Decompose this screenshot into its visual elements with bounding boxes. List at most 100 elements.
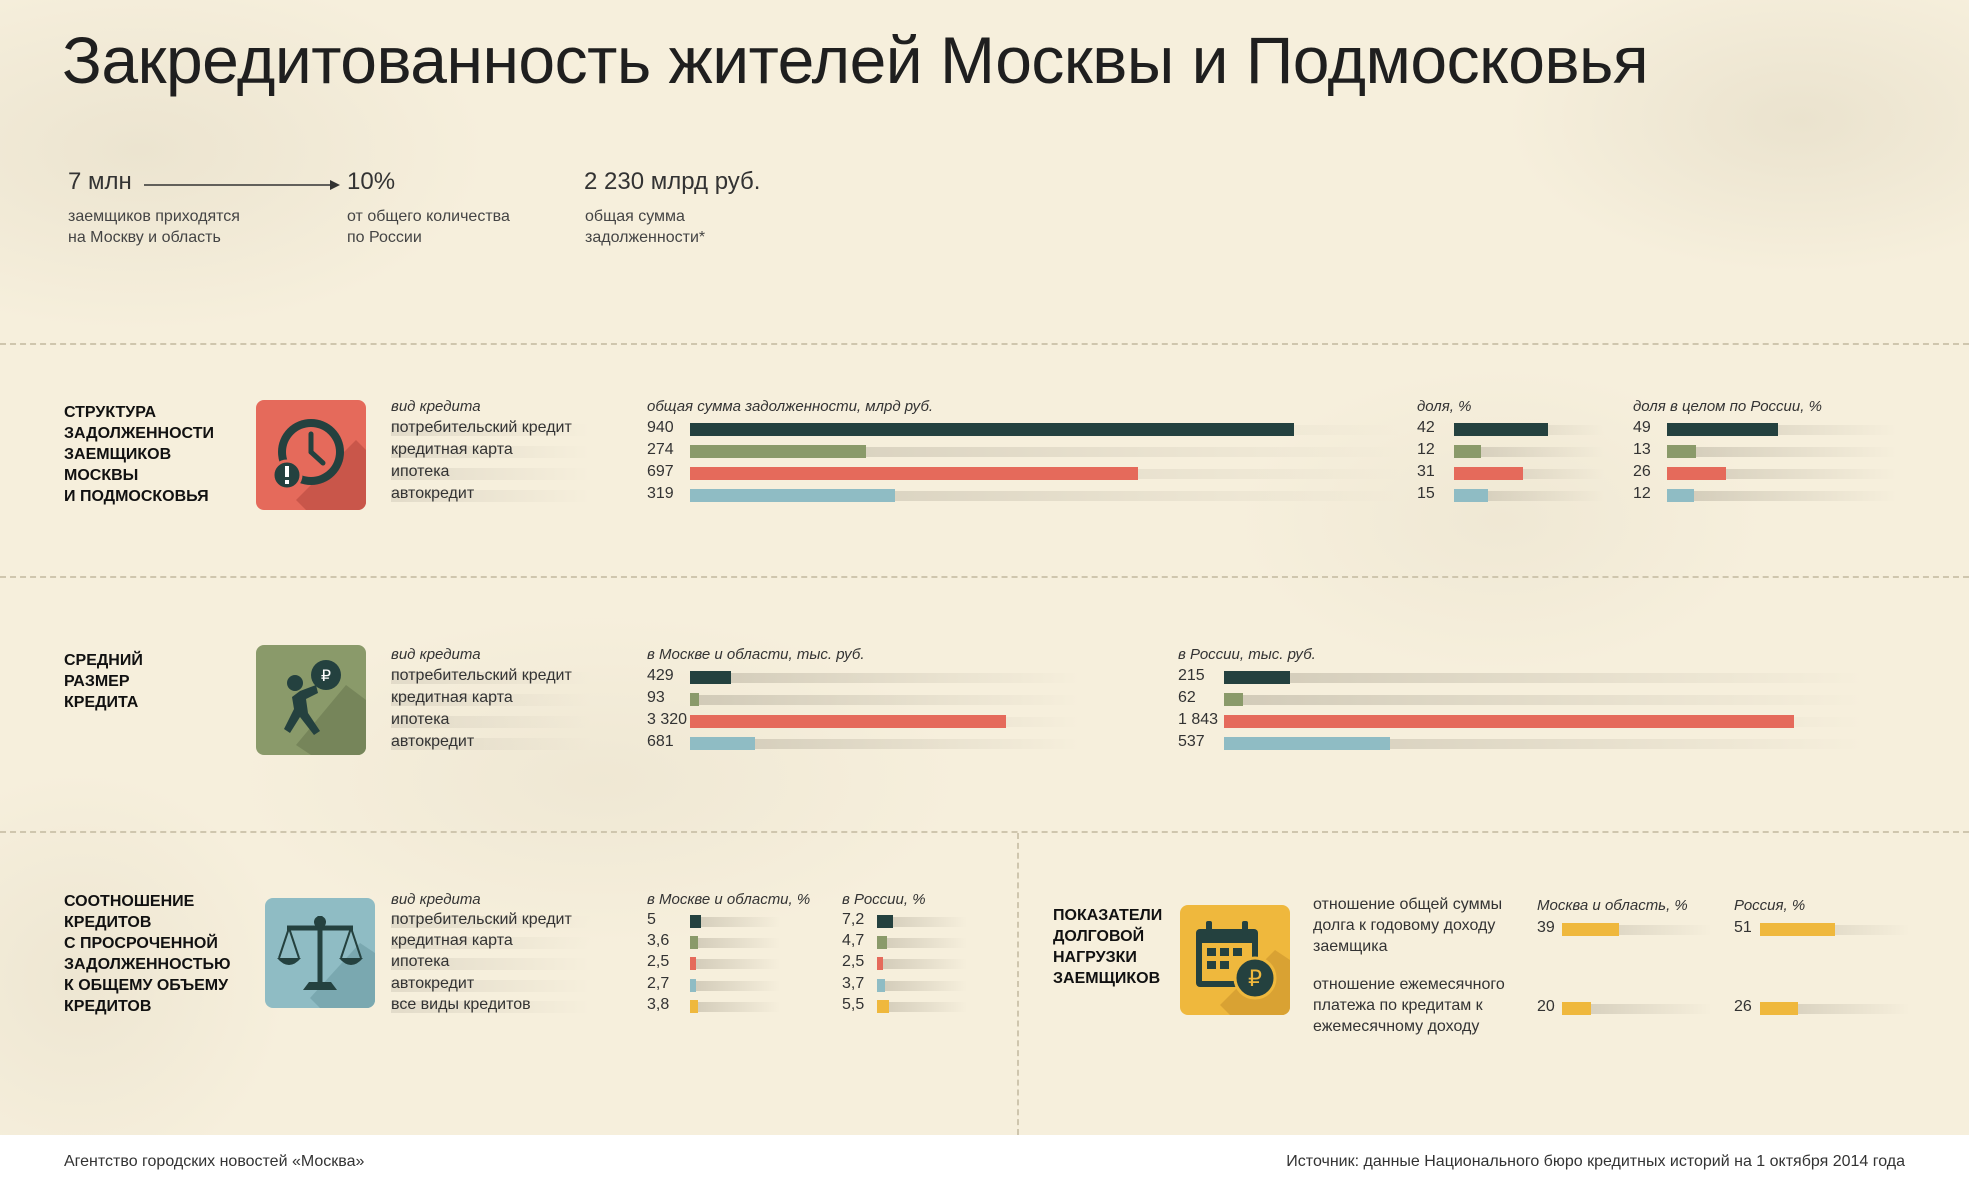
bar-track	[1667, 491, 1897, 501]
bar	[1454, 489, 1488, 502]
structure-section-title: СТРУКТУРА ЗАДОЛЖЕННОСТИ ЗАЕМЩИКОВ МОСКВЫ…	[64, 404, 214, 505]
row-shade	[391, 490, 591, 502]
data-label: 12	[1633, 485, 1651, 502]
bar	[877, 915, 893, 928]
data-label: 7,2	[842, 911, 865, 928]
indicator-label: отношение ежемесячного	[1313, 976, 1505, 993]
bar	[690, 999, 699, 1013]
bar-track	[690, 739, 1080, 749]
bar-track	[877, 959, 967, 970]
row-shade	[391, 937, 591, 950]
data-label: 537	[1178, 733, 1205, 750]
data-label: 3,8	[647, 995, 670, 1013]
bar	[690, 671, 731, 684]
bar-track	[1667, 425, 1897, 435]
column-header-category: вид кредита	[391, 646, 481, 663]
bar-track	[690, 1001, 780, 1012]
indicator-label: платежа по кредитам к	[1313, 997, 1483, 1014]
category-label: автокредит	[391, 485, 475, 502]
bar	[690, 693, 699, 706]
bar-track	[1562, 925, 1712, 935]
indicator-label: долга к годовому доходу	[1313, 917, 1496, 934]
column-header-series: в России, %	[842, 891, 926, 908]
row-shade	[391, 916, 591, 928]
row-shade	[391, 979, 591, 992]
indicator-label: отношение общей суммы	[1313, 896, 1503, 913]
data-label: 940	[647, 419, 674, 436]
column-header-series: доля, %	[1417, 398, 1472, 415]
data-label: 62	[1178, 689, 1196, 706]
divider	[0, 343, 1969, 345]
borrowers-value: 7 млн	[68, 168, 132, 195]
bar	[690, 445, 867, 458]
bar	[1562, 923, 1620, 936]
row-shade	[391, 446, 591, 458]
clock-warning-icon	[256, 400, 366, 510]
footer-agency: Агентство городских новостей «Москва»	[64, 1153, 365, 1170]
row-shade	[391, 468, 591, 480]
bar-track	[690, 673, 1080, 683]
bar-track	[1760, 1004, 1910, 1014]
calendar-ruble-icon: ₽	[1180, 905, 1290, 1015]
share-desc: от общего количества по России	[347, 208, 510, 246]
category-label: автокредит	[391, 974, 475, 992]
category-label: все виды кредитов	[391, 995, 531, 1013]
row-shade	[391, 424, 591, 436]
bar	[1454, 445, 1481, 458]
bar	[877, 978, 886, 992]
data-label: 3,6	[647, 932, 670, 950]
data-label: 93	[647, 689, 665, 706]
bar	[1562, 1002, 1592, 1015]
bar-track	[690, 917, 780, 927]
bar-track	[1454, 469, 1604, 479]
column-header-series: доля в целом по России, %	[1633, 398, 1822, 415]
bar-track	[1454, 447, 1604, 457]
bar	[1760, 923, 1835, 936]
category-label: кредитная карта	[391, 441, 513, 458]
data-label: 4,7	[842, 932, 865, 950]
category-label: кредитная карта	[391, 689, 513, 706]
indicator-label: заемщика	[1313, 938, 1388, 955]
bar	[877, 999, 890, 1013]
bar	[1667, 489, 1695, 502]
arrow-icon	[144, 180, 340, 190]
category-label: потребительский кредит	[391, 667, 572, 684]
bar-track	[690, 938, 780, 949]
bar	[1224, 671, 1291, 684]
data-label: 3 320	[647, 711, 688, 728]
data-label: 39	[1537, 919, 1555, 936]
svg-text:₽: ₽	[321, 666, 331, 685]
row-shade	[391, 672, 591, 684]
svg-text:₽: ₽	[1248, 967, 1262, 992]
column-header-series: Москва и область, %	[1537, 897, 1688, 914]
data-label: 20	[1537, 998, 1555, 1015]
data-label: 13	[1633, 441, 1651, 458]
bar	[1224, 715, 1794, 728]
bar-track	[1224, 673, 1864, 683]
data-label: 26	[1734, 998, 1752, 1015]
indicator-label: ежемесячному доходу	[1313, 1018, 1480, 1035]
debt-value: 2 230 млрд руб.	[584, 168, 761, 195]
data-label: 12	[1417, 441, 1435, 458]
category-label: кредитная карта	[391, 932, 513, 950]
column-header-series: Россия, %	[1734, 897, 1806, 914]
category-label: потребительский кредит	[391, 419, 572, 436]
bar-track	[690, 695, 1080, 705]
bar-track	[1224, 695, 1864, 705]
data-label: 2,7	[647, 974, 670, 992]
bar	[1454, 467, 1524, 480]
bar	[690, 467, 1138, 480]
bar	[690, 489, 895, 502]
bar-track	[690, 959, 780, 970]
data-label: 274	[647, 441, 674, 458]
bar-track	[690, 980, 780, 991]
divider	[0, 576, 1969, 578]
data-label: 319	[647, 485, 674, 502]
page-title: Закредитованность жителей Москвы и Подмо…	[62, 23, 1649, 97]
bar-track	[877, 1001, 967, 1012]
bar	[1224, 693, 1244, 706]
row-shade	[391, 694, 591, 706]
person-carrying-ruble-icon: ₽	[256, 645, 366, 755]
category-label: потребительский кредит	[391, 911, 572, 928]
divider	[0, 831, 1969, 833]
